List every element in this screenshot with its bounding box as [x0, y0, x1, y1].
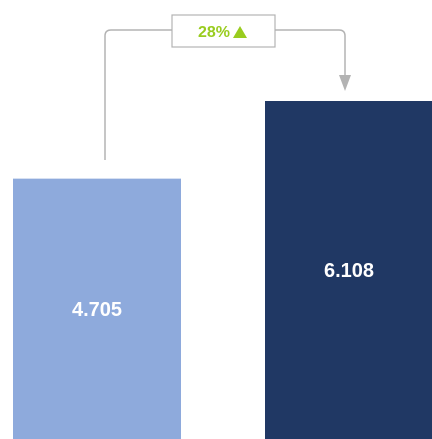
- change-annotation: 28%: [104, 14, 351, 160]
- bars-group: [13, 101, 432, 439]
- bar-value-label-2: 6.108: [324, 260, 374, 282]
- bar-1: [13, 178, 181, 439]
- change-label-box: [171, 14, 276, 48]
- bar-value-label-1: 4.705: [72, 299, 122, 321]
- up-triangle-icon: [233, 26, 247, 38]
- bar-labels-group: 4.705 6.108: [72, 260, 374, 321]
- connector-arrowhead: [339, 75, 351, 91]
- bar-2: [265, 101, 432, 439]
- change-percent-label: 28%: [198, 24, 230, 41]
